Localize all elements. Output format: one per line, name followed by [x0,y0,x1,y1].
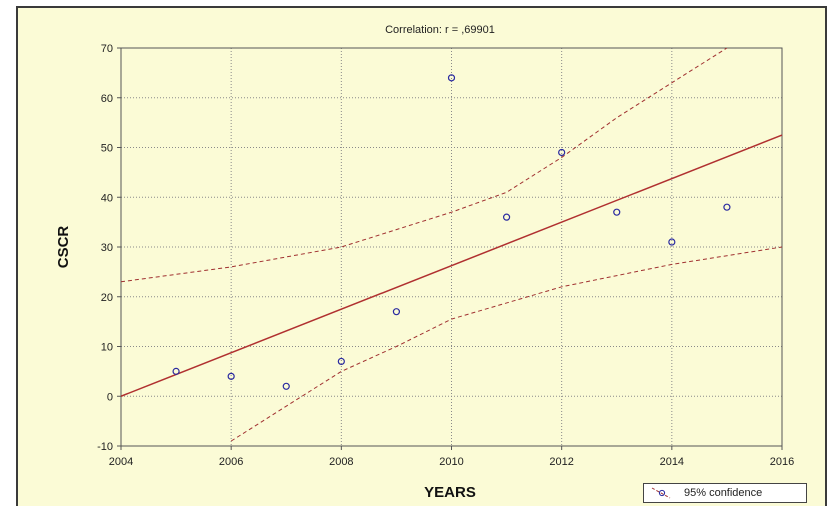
data-point [447,74,456,82]
data-point [282,382,290,390]
y-tick-label: 10 [101,342,113,354]
y-tick-label: 0 [107,391,113,403]
x-tick-label: 2016 [770,456,794,468]
data-point [502,213,511,221]
chart-frame [16,6,827,506]
legend-label: 95% confidence [684,487,763,499]
regression-group [120,134,783,397]
data-point [668,238,676,246]
legend-symbol [644,484,684,502]
x-tick-label: 2004 [109,456,133,468]
x-axis-ticks: 2004 2006 2008 2010 2012 2014 2016 [109,446,794,468]
data-point [723,203,731,211]
y-axis-ticks: -10 0 10 20 30 40 50 60 70 [97,43,121,453]
regression-line [120,134,783,397]
data-point [558,148,566,157]
x-tick-label: 2012 [549,456,573,468]
y-tick-label: 40 [101,192,113,204]
y-tick-label: -10 [97,441,113,453]
x-tick-label: 2008 [329,456,353,468]
data-point [337,357,345,366]
data-point [172,367,180,375]
y-tick-label: 50 [101,143,113,155]
chart-title: Correlation: r = ,69901 [385,24,495,36]
y-tick-label: 20 [101,292,113,304]
x-tick-label: 2010 [439,456,463,468]
confidence-upper-line [121,48,728,283]
data-point [613,208,621,216]
data-point [227,372,235,380]
x-tick-label: 2006 [219,456,243,468]
y-tick-label: 70 [101,43,113,55]
confidence-lower-line [230,246,782,442]
y-tick-label: 60 [101,93,113,105]
data-points [172,74,731,390]
y-axis-label: CSCR [55,226,72,269]
x-tick-label: 2014 [660,456,684,468]
confidence-bands [121,48,782,442]
legend: 95% confidence [643,483,807,503]
y-tick-label: 30 [101,242,113,254]
x-axis-label: YEARS [424,484,476,501]
grid [121,48,782,446]
data-point [392,308,401,316]
